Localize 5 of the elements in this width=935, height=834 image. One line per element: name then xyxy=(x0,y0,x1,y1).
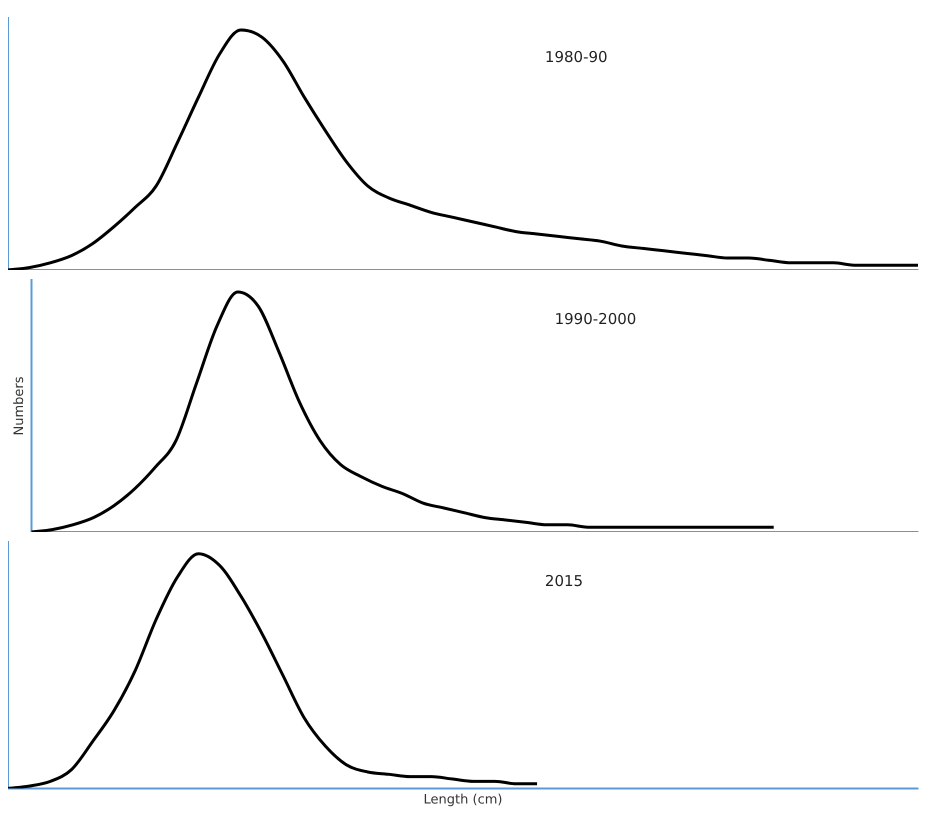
annotation: 2015 xyxy=(544,572,584,590)
y-axis-title: Numbers xyxy=(12,376,28,436)
annotation: 1980-90 xyxy=(544,48,608,66)
x-axis-title: Length (cm) xyxy=(424,792,502,808)
annotation: 1990-2000 xyxy=(554,310,636,328)
